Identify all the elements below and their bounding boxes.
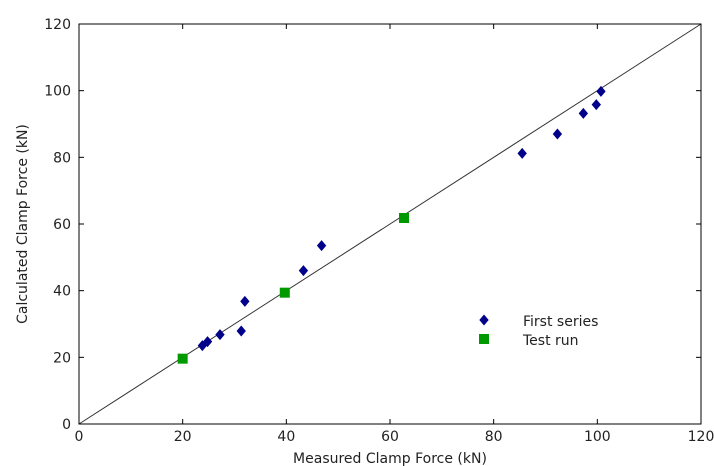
data-point-diamond [316,240,327,252]
data-point-diamond [240,295,250,307]
data-point-square [279,287,290,298]
y-tick-label: 100 [44,84,71,100]
x-axis-ticks: 0 20 40 60 80 100 120 [75,24,714,445]
legend-marker-diamond [479,314,489,326]
x-tick-label: 80 [485,429,503,445]
data-point-diamond [197,340,208,352]
x-tick-label: 40 [277,429,295,445]
legend-item-first-series: First series [479,314,598,330]
y-axis-label: Calculated Clamp Force (kN) [15,124,31,324]
legend-label-first-series: First series [523,314,598,330]
legend-label-test-run: Test run [522,333,579,349]
data-points [177,85,606,364]
data-point-diamond [578,107,589,119]
x-tick-label: 60 [381,429,399,445]
data-point-diamond [517,147,527,159]
y-tick-label: 80 [53,150,71,166]
y-tick-label: 60 [53,217,71,233]
data-point-diamond [596,85,606,97]
x-tick-label: 120 [688,429,714,445]
legend-marker-square [479,334,489,344]
legend: First series Test run [479,314,598,349]
plot-area: 0 20 40 60 80 100 120 0 20 40 60 80 100 120 [44,17,714,445]
data-point-diamond [591,99,601,111]
y-tick-label: 20 [53,350,71,366]
legend-item-test-run: Test run [479,333,579,349]
y-axis-ticks: 0 20 40 60 80 100 120 [44,17,701,433]
data-point-diamond [236,325,246,337]
data-point-square [398,213,409,223]
data-point-diamond [298,265,309,277]
data-point-diamond [215,329,225,341]
x-tick-label: 20 [174,429,192,445]
x-tick-label: 0 [75,429,84,445]
x-tick-label: 100 [584,429,611,445]
y-tick-label: 40 [53,284,71,300]
x-axis-label: Measured Clamp Force (kN) [293,451,487,466]
data-point-diamond [202,336,213,348]
data-point-square [177,353,188,364]
y-tick-label: 120 [44,17,71,33]
data-point-diamond [552,128,563,140]
y-tick-label: 0 [62,417,71,433]
